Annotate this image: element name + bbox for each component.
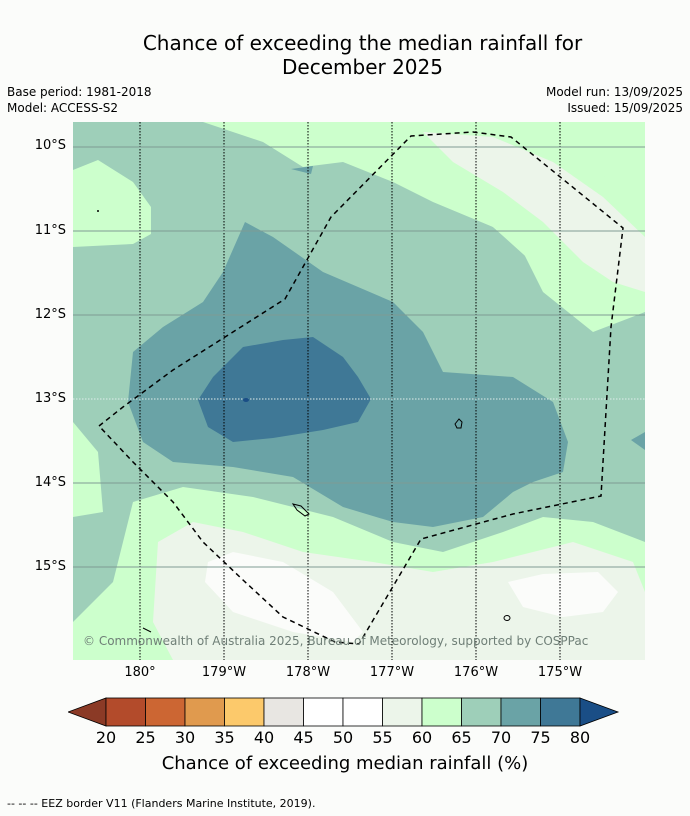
- map-panel: © Commonwealth of Australia 2025, Bureau…: [73, 122, 645, 660]
- colorbar-segments: [68, 697, 620, 727]
- graticule-lon: [139, 122, 561, 660]
- colorbar-label: Chance of exceeding median rainfall (%): [161, 753, 529, 774]
- colorbar-segment-25-30: [145, 697, 186, 727]
- colorbar: [68, 697, 620, 727]
- meta-right: Model run: 13/09/2025 Issued: 15/09/2025: [546, 84, 683, 116]
- colorbar-tick: 45: [293, 728, 314, 747]
- band-70-75-east: [631, 432, 645, 450]
- colorbar-tick: 80: [569, 728, 591, 747]
- lon-label-179w: 179°W: [201, 665, 247, 680]
- colorbar-tick: 20: [95, 728, 117, 747]
- eez-border: [97, 131, 624, 645]
- page-title: Chance of exceeding the median rainfall …: [0, 31, 690, 79]
- lon-label-178w: 178°W: [285, 665, 331, 680]
- model-name: Model: ACCESS-S2: [7, 101, 119, 115]
- colorbar-segment-65-70: [461, 697, 502, 727]
- issued-date: Issued: 15/09/2025: [567, 101, 683, 115]
- colorbar-tick: 70: [490, 728, 512, 747]
- island-outline-south: [291, 503, 310, 517]
- band-75-80: [198, 337, 371, 442]
- colorbar-tick: 25: [135, 728, 156, 747]
- colorbar-tick: 40: [253, 728, 275, 747]
- colorbar-tick: 60: [411, 728, 433, 747]
- lon-label-177w: 177°W: [369, 665, 415, 680]
- colorbar-tick: 35: [214, 728, 235, 747]
- island-outline-se: [503, 615, 511, 621]
- title-line-1: Chance of exceeding the median rainfall …: [142, 31, 583, 55]
- colorbar-segment-45-50: [303, 697, 344, 727]
- eez-footnote: -- -- -- EEZ border V11 (Flanders Marine…: [7, 797, 316, 810]
- colorbar-arrow-high: [579, 697, 620, 727]
- colorbar-segment-60-65: [421, 697, 462, 727]
- title-line-2: December 2025: [282, 55, 443, 79]
- colorbar-segment-55-60: [382, 697, 423, 727]
- colorbar-segment-20-25: [105, 697, 146, 727]
- lon-label-180: 180°: [124, 665, 156, 680]
- band-60-65-ne: [408, 122, 645, 332]
- colorbar-tick: 55: [372, 728, 393, 747]
- band-60-65-sw: [73, 422, 103, 517]
- band-60-65-west: [73, 160, 151, 247]
- colorbar-tick: 75: [530, 728, 551, 747]
- island-dot: [243, 398, 249, 402]
- meta-left: Base period: 1981-2018 Model: ACCESS-S2: [7, 84, 152, 116]
- colorbar-arrow-low: [68, 697, 107, 727]
- base-period: Base period: 1981-2018: [7, 85, 152, 99]
- lon-label-176w: 176°W: [453, 665, 499, 680]
- island-dot-nw: [97, 210, 99, 212]
- rainfall-map: [73, 122, 645, 660]
- band-50-55-east: [508, 572, 618, 617]
- lat-label-10s: 10°S: [34, 138, 66, 153]
- colorbar-segment-70-75: [500, 697, 541, 727]
- colorbar-tick: 50: [332, 728, 354, 747]
- lat-label-13s: 13°S: [34, 391, 66, 406]
- band-55-60-ne: [423, 132, 645, 292]
- colorbar-segment-50-55: [342, 697, 383, 727]
- graticule-lat: [73, 146, 645, 568]
- copyright-text: © Commonwealth of Australia 2025, Bureau…: [83, 634, 589, 648]
- island-outline: [454, 418, 463, 429]
- band-50-55-west: [205, 552, 363, 642]
- colorbar-segment-30-35: [184, 697, 225, 727]
- island-outline-sw: [142, 627, 152, 633]
- lat-label-11s: 11°S: [34, 223, 66, 238]
- lat-label-15s: 15°S: [34, 559, 66, 574]
- colorbar-segment-35-40: [224, 697, 265, 727]
- lat-label-12s: 12°S: [34, 307, 66, 322]
- colorbar-tick: 65: [451, 728, 472, 747]
- colorbar-tick: 30: [174, 728, 196, 747]
- lat-label-14s: 14°S: [34, 475, 66, 490]
- colorbar-segment-40-45: [263, 697, 304, 727]
- lon-label-175w: 175°W: [537, 665, 583, 680]
- model-run: Model run: 13/09/2025: [545, 85, 683, 99]
- colorbar-segment-75-80: [540, 697, 581, 727]
